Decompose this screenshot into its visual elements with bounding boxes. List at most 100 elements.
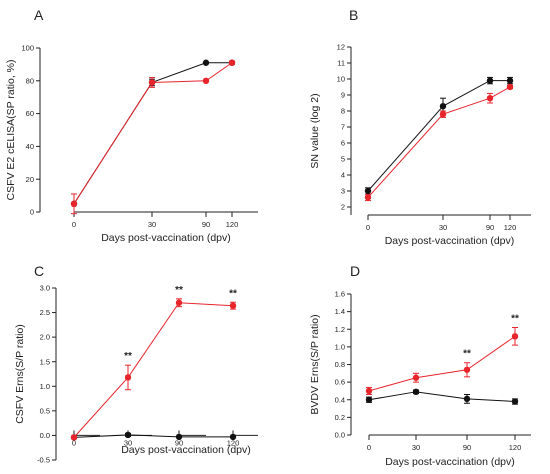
- y-tick-label: 20: [26, 175, 34, 184]
- series-1-point: [439, 103, 447, 110]
- x-tick-label: 90: [202, 220, 210, 229]
- y-tick-label: 0.0: [40, 431, 50, 440]
- y-tick-label: 1.4: [335, 307, 345, 316]
- x-tick-label: 30: [412, 443, 420, 452]
- series-2-line: [368, 335, 516, 392]
- x-tick-label: 30: [148, 220, 156, 229]
- series-1-point: [486, 77, 494, 84]
- x-tick-label: 0: [72, 438, 76, 447]
- series-2-point: [228, 59, 236, 66]
- series-1-point: [124, 431, 132, 439]
- series-2-point: [365, 387, 373, 395]
- series-1-point: [463, 395, 471, 403]
- series-2-point: [486, 95, 494, 102]
- y-tick-label: 6: [341, 139, 345, 148]
- series-2-point: [148, 79, 156, 86]
- y-tick-label: 11: [337, 59, 345, 68]
- x-tick-label: 120: [504, 223, 517, 232]
- y-tick-label: 7: [341, 123, 345, 132]
- series-1-point: [175, 433, 183, 441]
- y-tick-label: 0.5: [40, 406, 50, 415]
- y-tick-label: 1.5: [40, 357, 50, 366]
- y-tick-label: 60: [26, 109, 34, 118]
- y-tick-label: 40: [26, 142, 34, 151]
- y-tick-label: 0: [30, 208, 34, 217]
- significance-marker: **: [175, 285, 183, 296]
- panel-d: D 0.0 0.2 0.4 0.6 0.8 1.0 1.2 1.4 1.6 0 30 90 120 Days…: [309, 263, 531, 468]
- y-tick-label: 0.2: [335, 413, 345, 422]
- series-2-line: [367, 86, 511, 198]
- series-1-point: [364, 187, 372, 195]
- series-1-point: [511, 398, 519, 405]
- x-tick-label: 0: [367, 443, 371, 452]
- y-tick-label: 12: [337, 43, 345, 52]
- series-1-line: [367, 80, 510, 192]
- series-2-point: [202, 77, 210, 85]
- y-tick-label: 5: [341, 155, 345, 164]
- y-tick-label: 2.5: [40, 308, 50, 317]
- x-tick-label: 120: [509, 443, 522, 452]
- y-tick-label: 100: [21, 44, 34, 53]
- series-2-point: [412, 374, 420, 381]
- x-axis-title: Days post-vaccination (dpv): [101, 232, 231, 244]
- series-2-line: [73, 302, 234, 438]
- panel-letter: A: [34, 7, 44, 23]
- y-tick-label: 80: [26, 76, 34, 85]
- x-tick-label: 120: [226, 220, 239, 229]
- x-tick-label: 90: [175, 438, 183, 447]
- series-2-point: [175, 299, 183, 306]
- series-1-point: [202, 59, 210, 66]
- series-2-point: [463, 366, 471, 373]
- x-tick-label: 90: [463, 443, 471, 452]
- series-1-point: [412, 388, 420, 396]
- series-1-line: [368, 391, 516, 403]
- y-tick-label: 10: [337, 75, 345, 84]
- series-1-point: [506, 77, 514, 84]
- series-2-point: [124, 374, 132, 381]
- series-2-point: [229, 302, 237, 309]
- x-tick-label: 120: [227, 438, 240, 447]
- series-2-point: [364, 194, 372, 201]
- series-2-point: [70, 200, 78, 207]
- y-axis-title: CSFV Erns(S/P ratio): [14, 324, 26, 424]
- panel-a: A 0 20 40 60 80 100 0 30 90 120 Days post-vaccinati…: [5, 7, 258, 244]
- y-tick-label: 0.4: [335, 395, 345, 404]
- significance-marker: **: [463, 349, 471, 360]
- x-axis-title: Days post-vaccination (dpv): [385, 235, 515, 247]
- y-tick-label: -0.5: [37, 456, 50, 465]
- panel-letter: B: [349, 7, 358, 23]
- series-2-line: [73, 62, 233, 205]
- series-2-point: [70, 434, 78, 441]
- x-axis-title: Days post-vaccination (dpv): [121, 444, 251, 456]
- x-tick-label: 90: [486, 223, 494, 232]
- x-tick-label: 0: [72, 220, 76, 229]
- y-tick-label: 9: [341, 91, 345, 100]
- y-tick-label: 1.0: [40, 382, 50, 391]
- x-tick-label: 0: [366, 223, 370, 232]
- y-tick-label: 2: [341, 203, 345, 212]
- series-2-point: [439, 111, 447, 118]
- y-tick-label: 1.0: [335, 342, 345, 351]
- significance-marker: **: [229, 288, 237, 299]
- y-axis-title: SN value (log 2): [309, 93, 321, 168]
- panel-letter: C: [34, 263, 44, 279]
- series-2-point: [506, 83, 514, 91]
- y-tick-label: 1.2: [335, 325, 345, 334]
- x-tick-label: 30: [439, 223, 447, 232]
- y-axis-title: BVDV Erns(S/P ratio): [309, 314, 321, 414]
- series-1-point: [229, 433, 237, 441]
- x-axis-title: Days post-vaccination (dpv): [385, 456, 515, 468]
- series-1-point: [365, 396, 373, 403]
- y-tick-label: 3.0: [40, 284, 50, 293]
- significance-marker: **: [511, 313, 519, 324]
- panel-letter: D: [350, 263, 360, 279]
- y-tick-label: 0.6: [335, 378, 345, 387]
- y-tick-label: 1.6: [335, 290, 345, 299]
- y-axis-title: CSFV E2 cELISA(SP ratio, %): [5, 59, 17, 200]
- y-tick-label: 8: [341, 107, 345, 116]
- series-1-line: [73, 434, 233, 438]
- y-tick-label: 4: [341, 171, 345, 180]
